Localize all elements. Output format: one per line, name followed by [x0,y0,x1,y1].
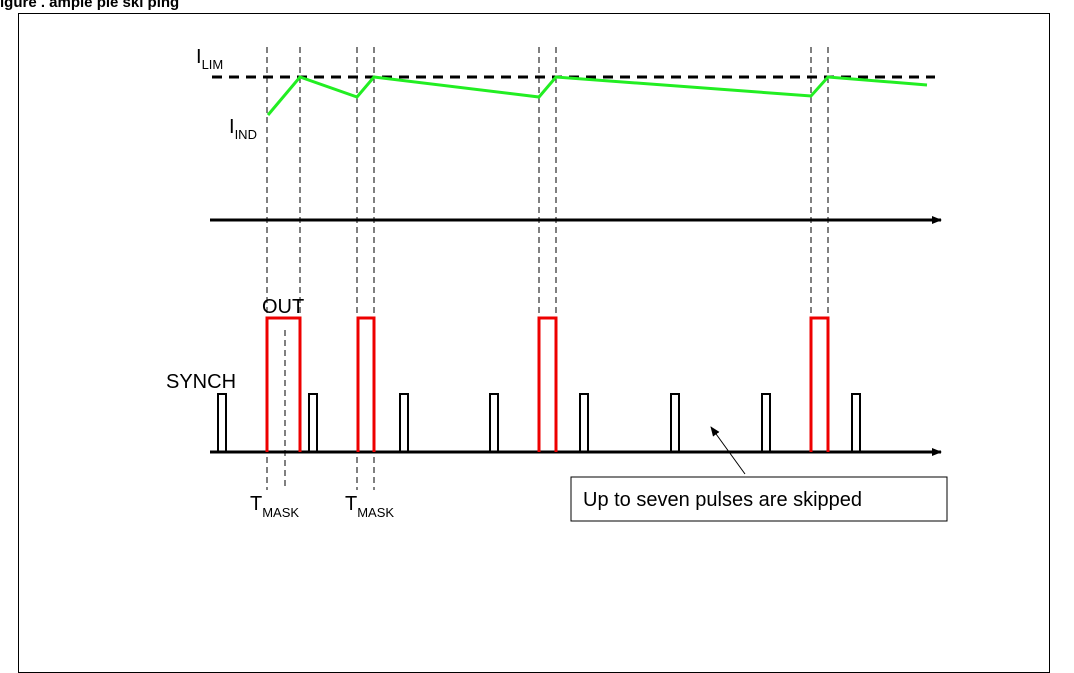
timing-diagram: ILIM IIND OUT SYNCH TMASK TMASK Up to se… [166,46,948,522]
out-pulse [265,316,302,452]
tmask-label-2: TMASK [345,493,394,520]
out-pulse [356,316,376,452]
callout-box [570,476,948,522]
figure-caption: igure . ample ple ski ping [0,0,180,11]
synch-pulse [217,393,227,452]
synch-pulse [670,393,680,452]
ilim-label: ILIM [196,46,223,72]
synch-pulse [851,393,861,452]
synch-pulse [308,393,318,452]
out-pulse [537,316,558,452]
synch-label: SYNCH [166,371,236,393]
inductor-current-waveform [266,75,928,116]
tmask-label-1: TMASK [250,493,299,520]
synch-pulse [489,393,499,452]
out-pulses [265,316,830,452]
out-label: OUT [262,296,304,318]
synch-pulse [399,393,409,452]
iind-label: IIND [229,116,257,142]
time-markers [266,47,829,490]
synch-pulses [217,393,861,452]
callout-text: Up to seven pulses are skipped [583,489,862,511]
synch-pulse [761,393,771,452]
synch-pulse [579,393,589,452]
out-pulse [809,316,830,452]
callout-arrow [710,426,746,475]
